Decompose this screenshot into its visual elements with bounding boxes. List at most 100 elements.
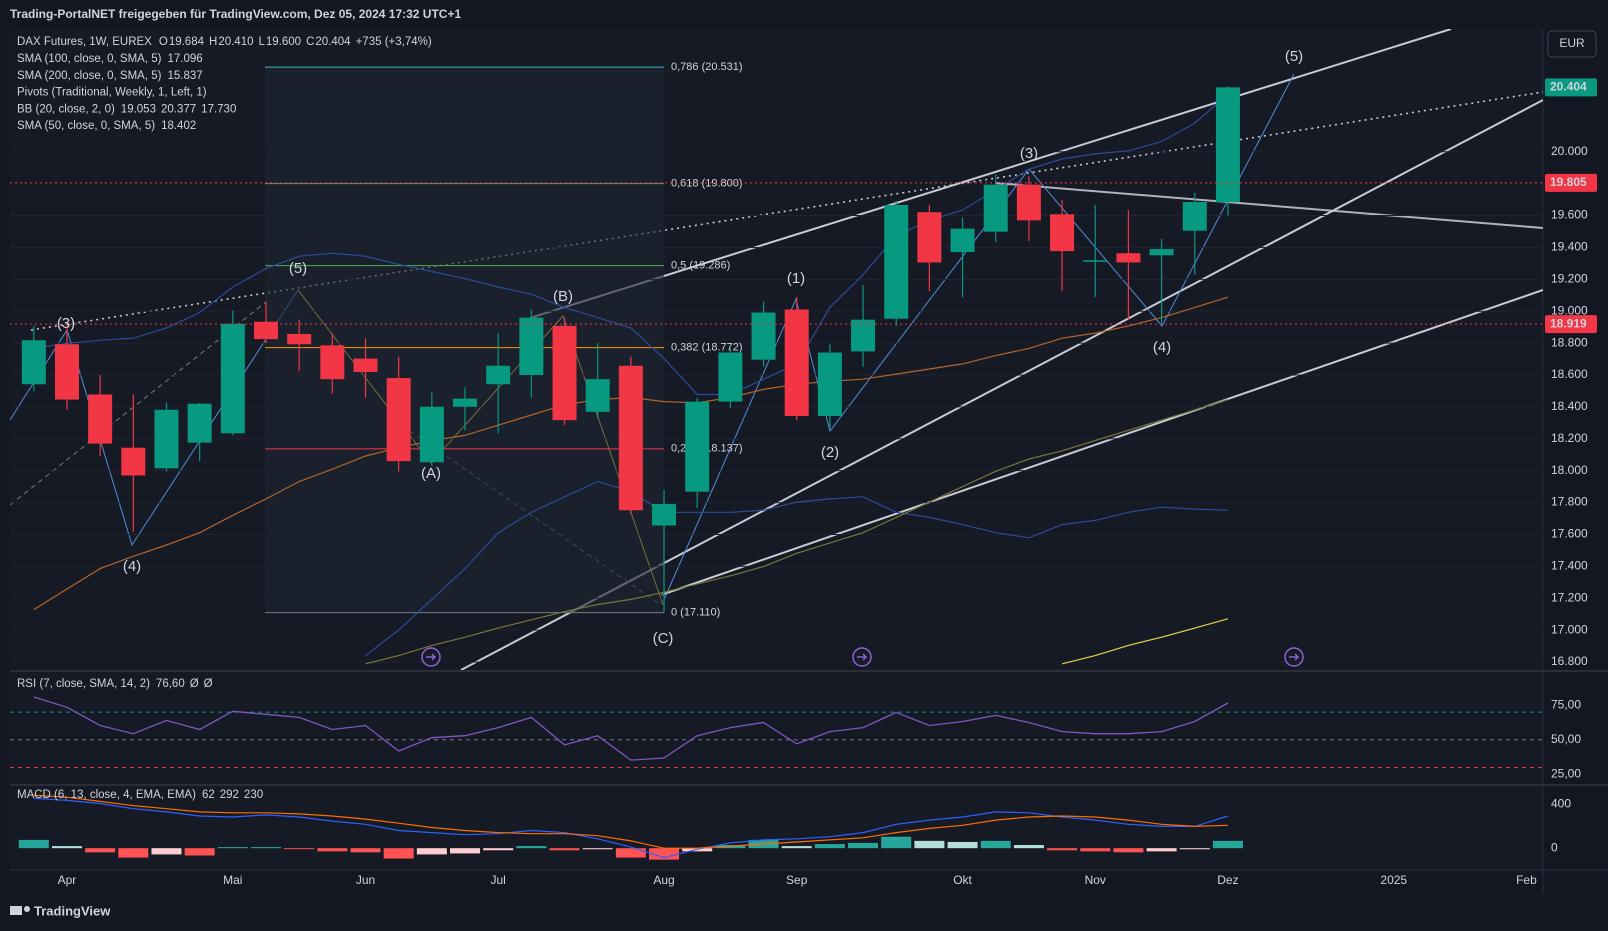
indicator-name: SMA (200, close, 0, SMA, 5) (17, 70, 162, 82)
ohlc-value: 20.404 (315, 36, 351, 48)
indicator-line (365, 480, 1228, 657)
candle-body (817, 352, 842, 416)
candle-body (950, 228, 975, 253)
y-tick-label: 17.800 (1551, 495, 1588, 509)
candle-body (983, 184, 1008, 232)
ohlc-value: 19.684 (169, 36, 205, 48)
x-tick-label: Mai (223, 873, 242, 887)
macd-title: MACD (6, 13, close, 4, EMA, EMA) (17, 789, 196, 801)
indicator-value: 17.096 (167, 53, 202, 65)
x-tick-label: Dez (1217, 873, 1238, 887)
candle-body (21, 340, 46, 385)
candle-body (851, 319, 876, 352)
y-tick-label: 17.600 (1551, 527, 1588, 541)
y-tick-label: 18.200 (1551, 431, 1588, 445)
candle-body (784, 309, 809, 416)
y-tick-label: 19.400 (1551, 240, 1588, 254)
wave-label: (4) (123, 558, 141, 575)
y-tick-label: 19.000 (1551, 303, 1588, 317)
y-tick-label: 18.400 (1551, 399, 1588, 413)
macd-histogram-bar (51, 846, 82, 849)
pivot-icons (421, 647, 1304, 667)
indicator-line (365, 399, 1229, 665)
y-tick-label: 20.000 (1551, 144, 1588, 158)
indicator-value: 17.730 (201, 103, 236, 115)
indicator-value: 19.053 (121, 103, 156, 115)
candle-body (1050, 214, 1075, 252)
candle-body (1149, 249, 1174, 256)
symbol-title: DAX Futures, 1W, EUREX (17, 36, 152, 48)
y-tick-label: 19.600 (1551, 208, 1588, 222)
macd-histogram-bar (151, 848, 182, 855)
candle-body (88, 394, 113, 444)
candle-body (154, 409, 179, 469)
wave-label: (2) (821, 444, 839, 461)
rsi-line (33, 696, 1229, 761)
rsi-tick-label: 25,00 (1551, 766, 1581, 780)
fib-label: 0 (17.110) (671, 607, 720, 619)
candle-body (652, 504, 677, 526)
macd-histogram-bar (1179, 848, 1210, 850)
candle-body (287, 334, 312, 345)
macd-histogram-bar (350, 848, 381, 853)
macd-histogram-bar (450, 848, 481, 854)
plot-background (10, 29, 1543, 870)
macd-histogram-bar (1212, 840, 1243, 849)
ohlc-letter: C (306, 36, 314, 48)
candle-body (751, 312, 776, 360)
macd-histogram-bar (781, 846, 812, 849)
ohlc-value: 20.410 (218, 36, 253, 48)
candle-body (320, 345, 345, 380)
macd-histogram-bar (217, 847, 248, 849)
wave-label: (3) (57, 315, 75, 332)
indicator-line (33, 93, 1229, 396)
fib-label: 0,382 (18.772) (671, 341, 743, 353)
rsi-tick-label: 75,00 (1551, 697, 1581, 711)
indicator-name: SMA (50, close, 0, SMA, 5) (17, 120, 155, 132)
x-tick-label: Nov (1085, 873, 1106, 887)
price-tag-label: 19.805 (1550, 175, 1587, 189)
macd-histogram-bar (1113, 848, 1144, 853)
candle-body (419, 406, 444, 463)
y-tick-label: 17.200 (1551, 590, 1588, 604)
x-tick-label: Jul (491, 873, 506, 887)
indicator-value: 20.377 (161, 103, 196, 115)
pivot-icon (852, 647, 872, 667)
caption: Trading-PortalNET freigegeben für Tradin… (10, 7, 461, 21)
indicator-name: SMA (100, close, 0, SMA, 5) (17, 53, 162, 65)
macd-histogram-bar (416, 848, 447, 855)
macd-histogram-bar (947, 841, 978, 849)
indicator-value: 18.402 (161, 120, 196, 132)
candle-body (121, 447, 146, 476)
trend-line (994, 182, 1543, 229)
candle-body (585, 379, 610, 412)
candle-body (1215, 87, 1240, 203)
candle-body (187, 403, 212, 443)
wave-label: (4) (1153, 339, 1171, 356)
trend-line (660, 289, 1543, 596)
macd-histogram-bar (980, 840, 1011, 849)
x-tick-label: Sep (786, 873, 808, 887)
fib-label: 0,618 (19.800) (671, 178, 743, 190)
macd-histogram-bar (184, 848, 215, 856)
currency-button[interactable] (1547, 30, 1597, 58)
last-price-tag (1545, 78, 1597, 97)
y-tick-label: 18.600 (1551, 367, 1588, 381)
macd-histogram-bar (516, 846, 547, 849)
wave-label: (B) (553, 288, 573, 305)
macd-histogram-bar (582, 848, 613, 850)
candle-body (353, 358, 378, 372)
macd-legend-value: 292 (220, 789, 239, 801)
x-tick-label: Feb (1516, 873, 1537, 887)
candle-body (1116, 253, 1141, 263)
macd-histogram-bar (284, 848, 315, 850)
candle-body (1182, 202, 1207, 231)
ohlc-letter: O (159, 36, 168, 48)
footer-brand: TradingView (34, 903, 111, 918)
wave-label: (C) (653, 630, 674, 647)
macd-histogram-bar (914, 840, 945, 849)
y-tick-label: 19.200 (1551, 272, 1588, 286)
y-tick-label: 17.000 (1551, 622, 1588, 636)
macd-histogram-bar (814, 844, 845, 849)
ohlc-letter: H (209, 36, 217, 48)
